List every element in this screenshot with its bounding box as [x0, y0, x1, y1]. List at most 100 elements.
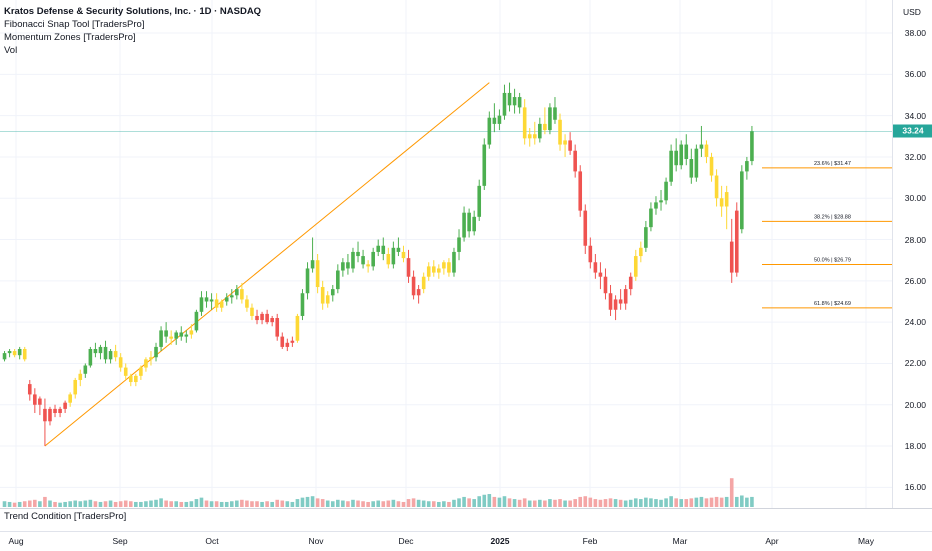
- candle-body: [159, 330, 163, 347]
- candle-body: [628, 276, 633, 290]
- volume-bar: [219, 501, 224, 507]
- candle-body: [406, 258, 411, 277]
- candle-body: [603, 276, 608, 294]
- volume-bar: [376, 500, 381, 507]
- candle-body: [315, 260, 320, 288]
- volume-bar: [229, 501, 234, 507]
- candle-body: [517, 97, 522, 108]
- price-tick-label: 24.00: [904, 317, 926, 328]
- candle-body: [618, 299, 623, 304]
- candle-body: [300, 293, 305, 316]
- candle-body: [437, 268, 441, 273]
- volume-bar: [179, 501, 184, 507]
- candle-body: [416, 289, 421, 296]
- time-axis-label: Apr: [765, 536, 779, 546]
- candle-body: [93, 348, 98, 354]
- time-axis[interactable]: Aug Sep Oct Nov Dec 2025 Feb Mar Apr May: [0, 531, 932, 551]
- volume-bar: [169, 501, 173, 507]
- volume-bar: [467, 498, 471, 507]
- volume-bar: [613, 499, 618, 507]
- volume-bar: [154, 499, 158, 507]
- volume-bar: [659, 499, 663, 507]
- indicator-volume[interactable]: Vol: [4, 45, 18, 56]
- volume-bar: [694, 497, 699, 507]
- candle-body: [275, 318, 280, 337]
- candle-body: [285, 342, 290, 347]
- candle-body: [204, 297, 209, 302]
- volume-bar: [674, 498, 678, 507]
- candle-body: [548, 107, 552, 131]
- volume-bar: [144, 501, 148, 507]
- volume-bar: [108, 500, 113, 507]
- volume-bar: [628, 499, 633, 507]
- volume-bar: [265, 501, 269, 507]
- volume-bar: [93, 501, 98, 507]
- volume-bar: [608, 498, 613, 507]
- indicator-fibonacci-snap-tool[interactable]: Fibonacci Snap Tool [TradersPro]: [4, 19, 145, 30]
- candle-body: [694, 148, 699, 178]
- volume-bar: [83, 500, 88, 507]
- volume-bar: [452, 499, 456, 507]
- candle-body: [543, 123, 547, 131]
- volume-bar: [48, 500, 52, 507]
- candle-body: [320, 287, 325, 304]
- candle-body: [361, 256, 365, 265]
- candle-body: [214, 299, 219, 308]
- volume-bar: [664, 498, 668, 507]
- volume-bar: [563, 500, 567, 507]
- volume-bar: [260, 501, 264, 507]
- candle-body: [184, 334, 189, 337]
- volume-bar: [7, 501, 12, 507]
- volume-bar: [442, 501, 446, 507]
- volume-bar: [386, 500, 391, 507]
- candle-body: [462, 212, 466, 238]
- volume-bar: [437, 501, 441, 507]
- indicator-momentum-zones[interactable]: Momentum Zones [TradersPro]: [4, 32, 136, 43]
- price-chart[interactable]: 23.6% | $31.47 38.2% | $28.88 50.0% | $26.…: [0, 0, 892, 508]
- volume-bar: [462, 496, 466, 507]
- volume-bar: [2, 501, 7, 507]
- volume-bar: [290, 501, 295, 507]
- trend-condition-pane[interactable]: Trend Condition [TradersPro]: [0, 509, 932, 531]
- volume-bar: [669, 496, 673, 507]
- candle-body: [68, 394, 72, 403]
- candle-body: [649, 208, 653, 228]
- candle-body: [623, 289, 628, 304]
- currency-label[interactable]: USD: [903, 7, 921, 17]
- price-scale[interactable]: USD 38.00 36.00 34.00 32.00 30.00 28.00 26.00 2…: [892, 0, 932, 508]
- volume-bar: [270, 501, 274, 507]
- candle-body: [477, 185, 482, 217]
- volume-bar: [149, 500, 153, 507]
- main-chart-pane[interactable]: 23.6% | $31.47 38.2% | $28.88 50.0% | $26.…: [0, 0, 892, 508]
- volume-bar: [275, 499, 280, 507]
- volume-bar: [300, 497, 305, 507]
- candle-body: [674, 150, 678, 166]
- candle-body: [260, 313, 264, 321]
- pane-divider[interactable]: [0, 508, 932, 509]
- volume-bar: [411, 498, 416, 507]
- time-axis-label: Mar: [672, 536, 688, 546]
- volume-bar: [649, 498, 653, 507]
- candle-body: [229, 295, 234, 298]
- volume-bar: [134, 501, 138, 507]
- symbol-title[interactable]: Kratos Defense & Security Solutions, Inc…: [4, 6, 262, 17]
- volume-bar: [633, 498, 638, 507]
- candle-body: [164, 330, 168, 337]
- price-tick-label: 20.00: [904, 399, 926, 410]
- volume-bar: [356, 500, 360, 507]
- trend-condition-title[interactable]: Trend Condition [TradersPro]: [4, 511, 127, 522]
- volume-bar: [396, 501, 401, 507]
- price-tick-label: 38.00: [904, 28, 926, 39]
- candle-body: [189, 330, 194, 335]
- volume-bar: [128, 501, 133, 507]
- price-tick-label: 18.00: [904, 441, 926, 452]
- price-tick-label: 22.00: [904, 358, 926, 369]
- volume-bar: [644, 497, 648, 507]
- volume-bar: [305, 496, 310, 507]
- volume-bar: [578, 496, 583, 507]
- candle-body: [174, 332, 179, 339]
- candle-body: [613, 299, 618, 310]
- time-axis-label: Nov: [308, 536, 324, 546]
- candle-body: [325, 295, 330, 304]
- volume-bar: [250, 501, 254, 507]
